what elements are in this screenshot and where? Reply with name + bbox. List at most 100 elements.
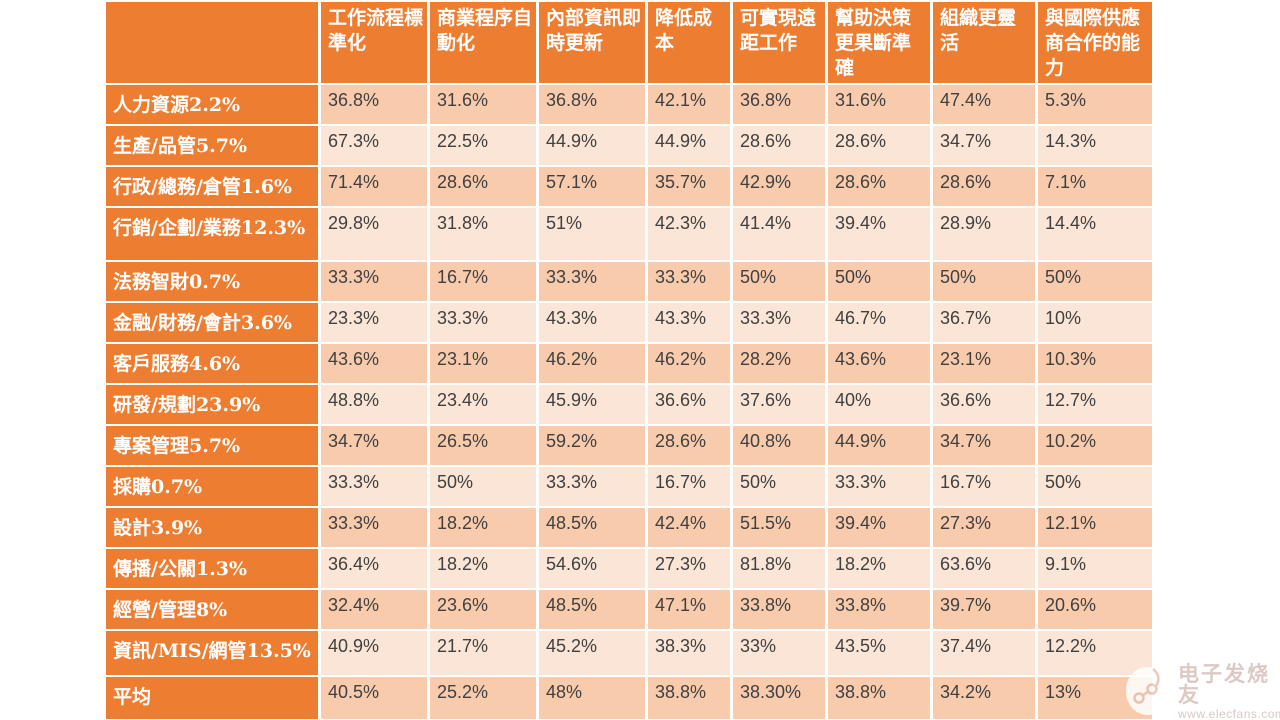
table-row: 法務智財0.7% 33.3% 16.7% 33.3% 33.3% 50% 50% 50% 50%: [106, 262, 1152, 302]
data-cell: 14.3%: [1038, 126, 1152, 166]
data-cell: 63.6%: [933, 549, 1035, 589]
table-row: 設計3.9% 33.3% 18.2% 48.5% 42.4% 51.5% 39.4% 27.3…: [106, 508, 1152, 548]
watermark: 电子发烧友 www.elecfans.com: [1122, 662, 1280, 720]
data-cell: 33.8%: [828, 590, 930, 630]
data-cell: 16.7%: [933, 467, 1035, 507]
table-row: 金融/財務/會計3.6% 23.3% 33.3% 43.3% 43.3% 33.3% 46.…: [106, 303, 1152, 343]
data-cell: 34.7%: [933, 426, 1035, 466]
table-row: 生產/品管5.7% 67.3% 22.5% 44.9% 44.9% 28.6% 28.6% 3…: [106, 126, 1152, 166]
data-cell: 37.6%: [733, 385, 825, 425]
data-cell: 36.6%: [648, 385, 730, 425]
row-label: 平均: [106, 677, 318, 720]
data-cell: 45.2%: [539, 631, 645, 676]
table-row: 傳播/公關1.3% 36.4% 18.2% 54.6% 27.3% 81.8% 18.2% 6…: [106, 549, 1152, 589]
data-cell: 48%: [539, 677, 645, 720]
data-cell: 14.4%: [1038, 208, 1152, 261]
data-cell: 37.4%: [933, 631, 1035, 676]
data-cell: 44.9%: [539, 126, 645, 166]
row-label: 設計3.9%: [106, 508, 318, 548]
row-label: 行銷/企劃/業務12.3%: [106, 208, 318, 261]
data-cell: 28.6%: [828, 126, 930, 166]
data-cell: 36.7%: [933, 303, 1035, 343]
data-cell: 31.8%: [430, 208, 536, 261]
data-cell: 12.1%: [1038, 508, 1152, 548]
data-cell: 28.9%: [933, 208, 1035, 261]
data-cell: 51%: [539, 208, 645, 261]
watermark-brand: 电子发烧友: [1178, 660, 1270, 707]
data-cell: 36.8%: [539, 85, 645, 125]
data-cell: 46.2%: [648, 344, 730, 384]
table-row: 資訊/MIS/網管13.5% 40.9% 21.7% 45.2% 38.3% 33% 43.…: [106, 631, 1152, 676]
data-cell: 27.3%: [933, 508, 1035, 548]
data-cell: 21.7%: [430, 631, 536, 676]
data-cell: 26.5%: [430, 426, 536, 466]
data-cell: 43.6%: [321, 344, 427, 384]
data-cell: 33.3%: [648, 262, 730, 302]
row-label: 採購0.7%: [106, 467, 318, 507]
row-label: 經營/管理8%: [106, 590, 318, 630]
column-header: 組織更靈活: [933, 2, 1035, 84]
data-cell: 43.6%: [828, 344, 930, 384]
elecfans-logo-icon: [1126, 666, 1170, 715]
data-cell: 41.4%: [733, 208, 825, 261]
data-cell: 36.8%: [321, 85, 427, 125]
data-cell: 33.3%: [828, 467, 930, 507]
data-cell: 18.2%: [828, 549, 930, 589]
table-row: 行政/總務/倉管1.6% 71.4% 28.6% 57.1% 35.7% 42.9% 28.…: [106, 167, 1152, 207]
table-body: 人力資源2.2% 36.8% 31.6% 36.8% 42.1% 36.8% 31.6% 47…: [106, 85, 1152, 720]
data-cell: 43.3%: [648, 303, 730, 343]
watermark-url: www.elecfans.com: [1178, 706, 1280, 720]
data-cell: 54.6%: [539, 549, 645, 589]
table-row: 研發/規劃23.9% 48.8% 23.4% 45.9% 36.6% 37.6% 40% 36…: [106, 385, 1152, 425]
data-cell: 44.9%: [648, 126, 730, 166]
data-cell: 36.6%: [933, 385, 1035, 425]
column-header: 幫助決策更果斷準確: [828, 2, 930, 84]
data-cell: 33.3%: [321, 508, 427, 548]
data-cell: 50%: [430, 467, 536, 507]
table-header: 工作流程標準化 商業程序自動化 內部資訊即時更新 降低成本 可實現遠距工作 幫助決策更果斷…: [106, 2, 1152, 84]
data-cell: 50%: [1038, 467, 1152, 507]
row-label: 法務智財0.7%: [106, 262, 318, 302]
data-cell: 42.9%: [733, 167, 825, 207]
data-cell: 34.7%: [321, 426, 427, 466]
data-cell: 28.6%: [648, 426, 730, 466]
data-cell: 33.3%: [539, 262, 645, 302]
survey-table: 工作流程標準化 商業程序自動化 內部資訊即時更新 降低成本 可實現遠距工作 幫助決策更果斷…: [103, 0, 1155, 720]
data-cell: 50%: [828, 262, 930, 302]
row-label: 金融/財務/會計3.6%: [106, 303, 318, 343]
data-cell: 22.5%: [430, 126, 536, 166]
header-row: 工作流程標準化 商業程序自動化 內部資訊即時更新 降低成本 可實現遠距工作 幫助決策更果斷…: [106, 2, 1152, 84]
row-label: 傳播/公關1.3%: [106, 549, 318, 589]
data-cell: 50%: [1038, 262, 1152, 302]
data-cell: 42.1%: [648, 85, 730, 125]
data-cell: 33.8%: [733, 590, 825, 630]
data-cell: 29.8%: [321, 208, 427, 261]
data-cell: 32.4%: [321, 590, 427, 630]
data-cell: 48.8%: [321, 385, 427, 425]
data-cell: 38.8%: [648, 677, 730, 720]
data-cell: 71.4%: [321, 167, 427, 207]
data-cell: 38.3%: [648, 631, 730, 676]
data-cell: 33.3%: [321, 467, 427, 507]
data-cell: 43.3%: [539, 303, 645, 343]
data-cell: 40.8%: [733, 426, 825, 466]
data-cell: 23.6%: [430, 590, 536, 630]
data-cell: 16.7%: [430, 262, 536, 302]
data-cell: 27.3%: [648, 549, 730, 589]
data-cell: 48.5%: [539, 590, 645, 630]
data-cell: 67.3%: [321, 126, 427, 166]
column-header: 內部資訊即時更新: [539, 2, 645, 84]
data-cell: 34.7%: [933, 126, 1035, 166]
data-cell: 28.6%: [828, 167, 930, 207]
row-label: 生產/品管5.7%: [106, 126, 318, 166]
data-cell: 38.30%: [733, 677, 825, 720]
data-cell: 39.7%: [933, 590, 1035, 630]
data-cell: 28.6%: [933, 167, 1035, 207]
row-label: 專案管理5.7%: [106, 426, 318, 466]
data-cell: 7.1%: [1038, 167, 1152, 207]
data-cell: 12.2%: [1038, 631, 1152, 676]
data-cell: 50%: [733, 262, 825, 302]
data-cell: 40.5%: [321, 677, 427, 720]
row-label: 研發/規劃23.9%: [106, 385, 318, 425]
data-cell: 28.2%: [733, 344, 825, 384]
